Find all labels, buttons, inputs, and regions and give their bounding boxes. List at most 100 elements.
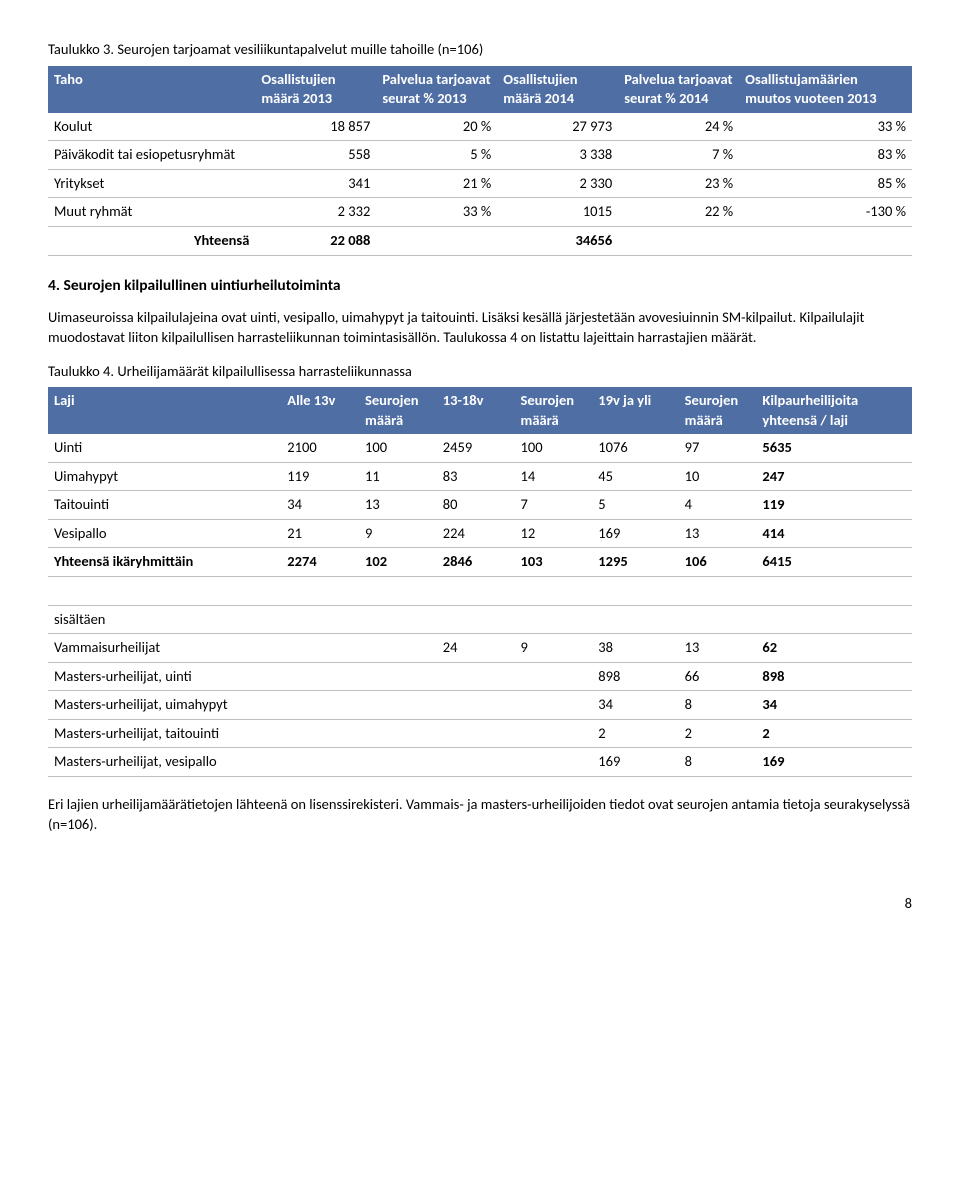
cell: [48, 577, 912, 606]
cell: [437, 605, 515, 634]
cell: [515, 691, 593, 720]
cell: 22 088: [255, 226, 376, 255]
th-alle13: Alle 13v: [281, 387, 359, 434]
cell: Uinti: [48, 434, 281, 462]
cell: 558: [255, 141, 376, 170]
cell: 2: [679, 719, 757, 748]
cell: 33 %: [739, 113, 912, 141]
cell: 2274: [281, 548, 359, 577]
cell: 23 %: [618, 169, 739, 198]
cell: 8: [679, 748, 757, 777]
cell: 45: [592, 462, 678, 491]
table-row: Masters-urheilijat, vesipallo 169 8 169: [48, 748, 912, 777]
cell: 7 %: [618, 141, 739, 170]
cell: [281, 605, 359, 634]
cell: 66: [679, 662, 757, 691]
table-row: Uinti 2100 100 2459 100 1076 97 5635: [48, 434, 912, 462]
cell: [359, 662, 437, 691]
cell: 21 %: [376, 169, 497, 198]
cell: [359, 634, 437, 663]
cell: 9: [515, 634, 593, 663]
cell: 2100: [281, 434, 359, 462]
cell: 2 332: [255, 198, 376, 227]
th-laji: Laji: [48, 387, 281, 434]
cell: 1076: [592, 434, 678, 462]
cell: 14: [515, 462, 593, 491]
cell: 2846: [437, 548, 515, 577]
cell: [281, 719, 359, 748]
table-row: Taitouinti 34 13 80 7 5 4 119: [48, 491, 912, 520]
cell: 11: [359, 462, 437, 491]
cell: 34: [756, 691, 912, 720]
cell: Yhteensä: [48, 226, 255, 255]
cell: 24 %: [618, 113, 739, 141]
cell: 27 973: [497, 113, 618, 141]
table3-caption: Taulukko 3. Seurojen tarjoamat vesiliiku…: [48, 40, 912, 60]
cell: [756, 605, 912, 634]
cell: 103: [515, 548, 593, 577]
cell: [515, 748, 593, 777]
cell: 85 %: [739, 169, 912, 198]
cell: 34: [281, 491, 359, 520]
th-13-18: 13-18v: [437, 387, 515, 434]
table-row: Masters-urheilijat, uimahypyt 34 8 34: [48, 691, 912, 720]
cell: 24: [437, 634, 515, 663]
cell: [359, 605, 437, 634]
cell: 2459: [437, 434, 515, 462]
th-palv-2014: Palvelua tarjoavat seurat % 2014: [618, 66, 739, 113]
table4-header-row: Laji Alle 13v Seurojen määrä 13-18v Seur…: [48, 387, 912, 434]
cell: 341: [255, 169, 376, 198]
cell: Taitouinti: [48, 491, 281, 520]
cell: [376, 226, 497, 255]
cell: 224: [437, 519, 515, 548]
cell: Muut ryhmät: [48, 198, 255, 227]
th-taho: Taho: [48, 66, 255, 113]
cell: Uimahypyt: [48, 462, 281, 491]
th-seur3: Seurojen määrä: [679, 387, 757, 434]
cell: 106: [679, 548, 757, 577]
cell: 10: [679, 462, 757, 491]
cell: 18 857: [255, 113, 376, 141]
cell: -130 %: [739, 198, 912, 227]
cell: 13: [679, 634, 757, 663]
cell: 5 %: [376, 141, 497, 170]
th-palv-2013: Palvelua tarjoavat seurat % 2013: [376, 66, 497, 113]
cell: 102: [359, 548, 437, 577]
cell: Masters-urheilijat, vesipallo: [48, 748, 281, 777]
closing-paragraph: Eri lajien urheilijamäärätietojen lähtee…: [48, 795, 912, 834]
cell: Vammaisurheilijat: [48, 634, 281, 663]
cell: 2: [756, 719, 912, 748]
cell: 8: [679, 691, 757, 720]
cell: 3 338: [497, 141, 618, 170]
cell: 119: [281, 462, 359, 491]
cell: [437, 719, 515, 748]
cell: [359, 719, 437, 748]
table-row: Koulut 18 857 20 % 27 973 24 % 33 %: [48, 113, 912, 141]
cell: 97: [679, 434, 757, 462]
cell: 100: [515, 434, 593, 462]
th-muutos: Osallistujamäärien muutos vuoteen 2013: [739, 66, 912, 113]
table-row: Yritykset 341 21 % 2 330 23 % 85 %: [48, 169, 912, 198]
cell: 33 %: [376, 198, 497, 227]
cell: Masters-urheilijat, uimahypyt: [48, 691, 281, 720]
table-row-total: Yhteensä 22 088 34656: [48, 226, 912, 255]
th-yht: Kilpaurheilijoita yhteensä / laji: [756, 387, 912, 434]
cell: Yritykset: [48, 169, 255, 198]
cell: [281, 662, 359, 691]
cell: 2 330: [497, 169, 618, 198]
cell: Vesipallo: [48, 519, 281, 548]
cell: [739, 226, 912, 255]
cell: 34: [592, 691, 678, 720]
cell: 34656: [497, 226, 618, 255]
section4-paragraph: Uimaseuroissa kilpailulajeina ovat uinti…: [48, 308, 912, 347]
cell: [281, 691, 359, 720]
table3: Taho Osallistujien määrä 2013 Palvelua t…: [48, 66, 912, 256]
table-row: Päiväkodit tai esiopetusryhmät 558 5 % 3…: [48, 141, 912, 170]
cell: [437, 748, 515, 777]
cell: 83: [437, 462, 515, 491]
cell: [281, 634, 359, 663]
table-row: Masters-urheilijat, taitouinti 2 2 2: [48, 719, 912, 748]
table-row: Uimahypyt 119 11 83 14 45 10 247: [48, 462, 912, 491]
table-row-empty: [48, 577, 912, 606]
table-row-total: Yhteensä ikäryhmittäin 2274 102 2846 103…: [48, 548, 912, 577]
